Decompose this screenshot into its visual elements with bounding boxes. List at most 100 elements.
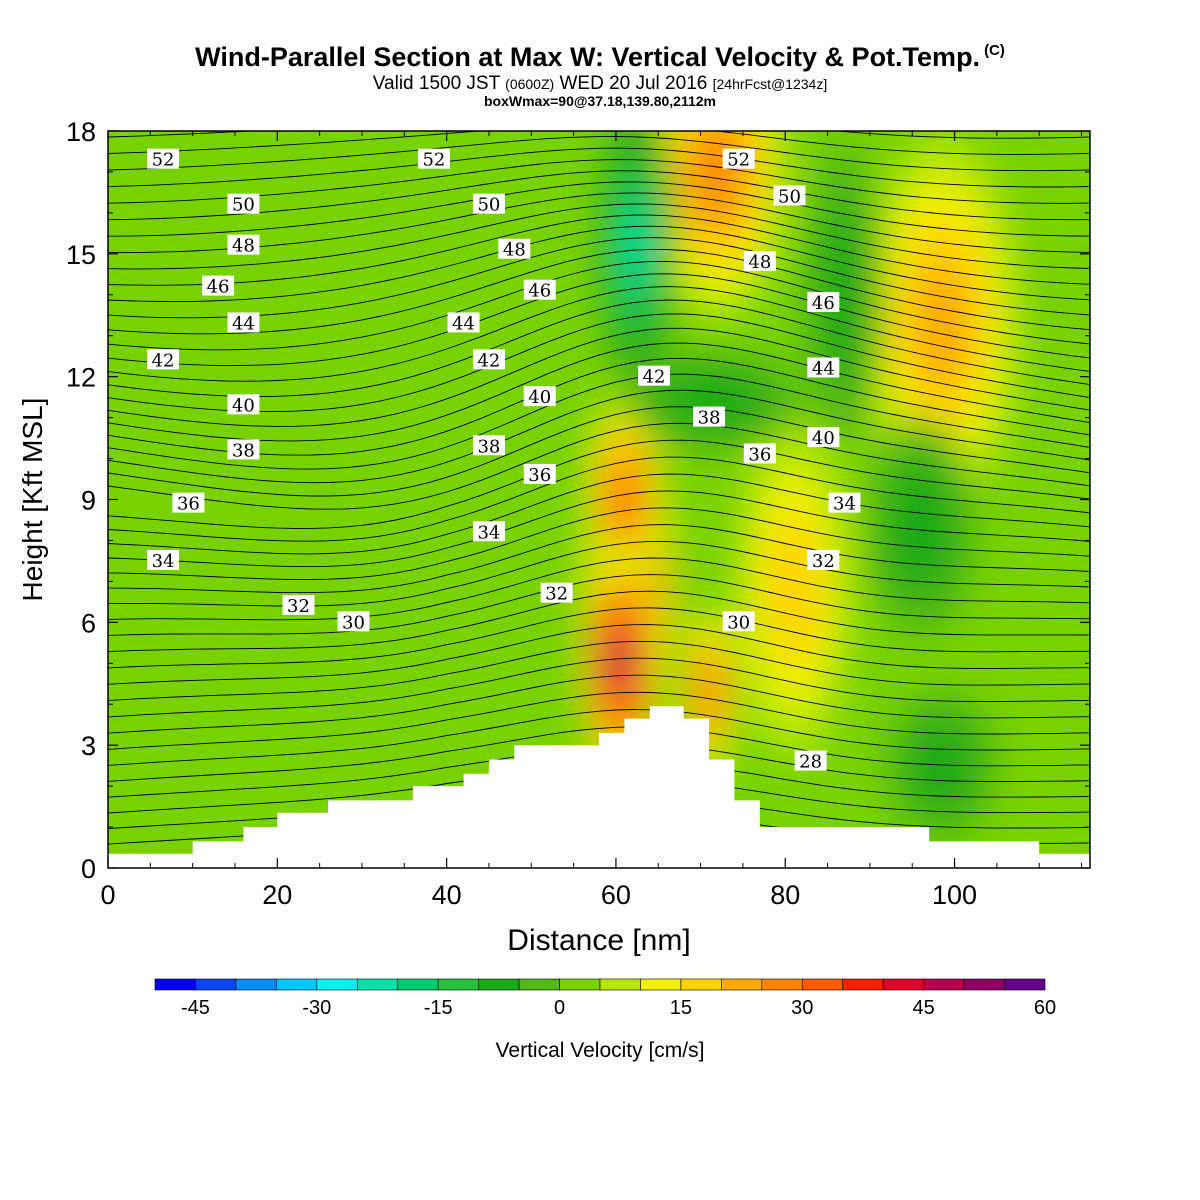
theta-label-box — [743, 251, 776, 272]
theta-contour-line — [108, 709, 1090, 766]
theta-label-text: 40 — [812, 428, 835, 449]
theta-label: 42 — [147, 349, 180, 371]
theta-contour-line — [108, 540, 1090, 607]
copyright-mark: (C) — [984, 42, 1005, 59]
theta-label-box — [227, 394, 260, 415]
theta-label-text: 38 — [232, 440, 255, 461]
theta-label-box — [807, 427, 840, 448]
x-tick-label: 40 — [432, 880, 462, 910]
y-tick-label: 9 — [81, 486, 96, 516]
theta-label-text: 32 — [545, 584, 568, 605]
theta-contour-line — [108, 406, 1090, 497]
theta-label-box — [147, 549, 180, 570]
x-axis-label: Distance [nm] — [507, 924, 690, 957]
box-info: boxWmax=90@37.18,139.80,2112m — [484, 93, 716, 109]
field-region-downdraft-right — [820, 204, 869, 385]
theta-label-box — [417, 148, 450, 169]
theta-label: 34 — [828, 492, 861, 515]
colorbar-tick-label: 15 — [670, 997, 692, 1019]
theta-contour-line — [108, 439, 1090, 529]
theta-label: 44 — [807, 357, 840, 379]
theta-label: 32 — [807, 549, 840, 572]
theta-label: 48 — [498, 238, 531, 261]
field-region-downdraft-mid — [659, 371, 768, 432]
colorbar-swatch — [761, 978, 803, 991]
theta-label: 38 — [227, 439, 260, 461]
theta-contour-line — [108, 473, 1090, 555]
theta-contour-line — [108, 248, 1090, 335]
colorbar-tick-label: 0 — [554, 997, 565, 1019]
field-region-updraft-lower — [614, 646, 626, 681]
theta-contour-line — [108, 131, 1090, 155]
theta-contour-line — [108, 225, 1090, 303]
theta-label-box — [337, 611, 370, 632]
theta-label: 38 — [472, 435, 505, 457]
theta-label-box — [447, 312, 480, 333]
theta-contour-line — [108, 590, 1090, 653]
y-tick-label: 0 — [81, 854, 96, 884]
field-region-downdraft-low-right — [908, 720, 975, 811]
field-region-upper-updraft-2 — [915, 260, 969, 387]
x-axis: 0 20 40 60 80 100 Distance [nm] — [100, 131, 1083, 957]
theta-label-text: 48 — [503, 240, 526, 261]
colorbar-swatch — [842, 978, 884, 991]
colorbar-swatch — [882, 978, 924, 991]
theta-label-text: 42 — [643, 367, 666, 388]
y-tick-label: 3 — [81, 731, 96, 761]
theta-contour-line — [108, 674, 1090, 734]
theta-label-text: 42 — [152, 350, 175, 371]
theta-contour-line — [108, 524, 1090, 594]
theta-contour-line — [108, 657, 1090, 718]
theta-contour-line — [108, 557, 1090, 621]
colorbar-tick-label: 60 — [1034, 997, 1056, 1019]
theta-label: 46 — [202, 275, 235, 298]
colorbar-tick-label: -30 — [302, 997, 331, 1019]
theta-contour-line — [108, 691, 1090, 750]
y-tick-label: 18 — [66, 117, 96, 147]
colorbar: -45 -30 -15 0 15 30 45 60 Vertical Velocity [cm/… — [154, 978, 1056, 1062]
theta-label: 50 — [472, 193, 505, 216]
colorbar-swatch — [276, 978, 318, 991]
theta-label-text: 48 — [748, 252, 771, 273]
theta-label-box — [807, 357, 840, 378]
theta-contour-line — [108, 422, 1090, 510]
theta-label-text: 44 — [452, 313, 475, 334]
theta-contour-line — [108, 726, 1090, 782]
x-tick-label: 0 — [100, 880, 115, 910]
theta-label: 30 — [337, 611, 370, 633]
theta-contour-line — [108, 373, 1090, 470]
colorbar-label: Vertical Velocity [cm/s] — [496, 1039, 705, 1062]
theta-label-box — [227, 234, 260, 255]
theta-label: 42 — [638, 365, 671, 388]
theta-label: 36 — [523, 463, 556, 486]
theta-label-text: 30 — [342, 612, 365, 633]
theta-contour-line — [108, 159, 1090, 204]
y-axis-label: Height [Kft MSL] — [17, 398, 48, 602]
theta-label: 34 — [472, 521, 505, 543]
theta-label-text: 46 — [528, 281, 551, 302]
theta-contour-line — [108, 273, 1090, 367]
theta-contour-line — [108, 389, 1090, 484]
theta-label-box — [472, 349, 505, 370]
theta-label-text: 52 — [727, 150, 750, 171]
theta-contour-line — [108, 607, 1090, 669]
theta-label-box — [172, 492, 205, 513]
field-region-lee-updraft — [702, 671, 716, 713]
theta-contour-line — [108, 640, 1090, 702]
theta-label-box — [722, 148, 755, 169]
theta-label-text: 34 — [477, 522, 500, 543]
colorbar-swatch — [478, 978, 520, 991]
theta-contour-line — [108, 147, 1090, 188]
theta-label-box — [282, 594, 315, 615]
theta-label-text: 44 — [232, 313, 255, 334]
theta-label: 32 — [282, 594, 315, 617]
theta-label-box — [722, 611, 755, 632]
theta-label-text: 48 — [232, 236, 255, 257]
theta-label-text: 40 — [528, 387, 551, 408]
theta-contour-line — [108, 342, 1090, 442]
theta-label-box — [743, 443, 776, 464]
theta-contour-line — [108, 260, 1090, 351]
colorbar-swatch — [1004, 978, 1046, 991]
colorbar-tick-label: 30 — [791, 997, 813, 1019]
theta-contour-line — [108, 192, 1090, 254]
